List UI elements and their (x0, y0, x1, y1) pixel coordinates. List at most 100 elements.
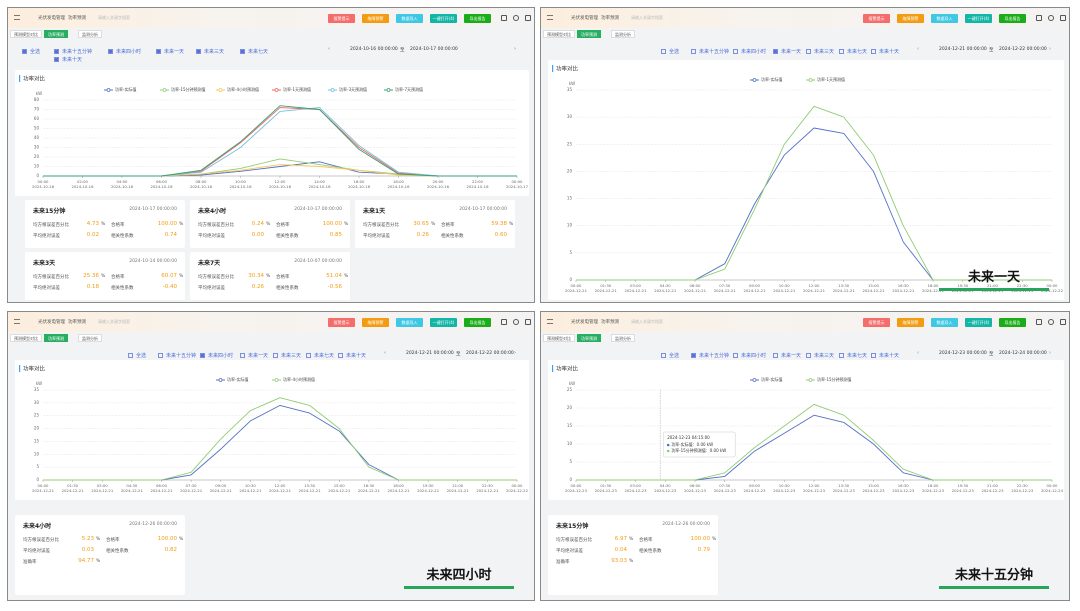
checkbox[interactable] (806, 353, 811, 358)
checkbox[interactable] (273, 353, 278, 358)
date-from[interactable]: 2024-12-21 00:00:00 (406, 351, 454, 356)
date-next[interactable]: › (1049, 46, 1051, 52)
filter-checkbox[interactable]: 未来十天 (871, 48, 899, 55)
date-next[interactable]: › (514, 46, 516, 52)
checkbox[interactable] (871, 353, 876, 358)
date-to[interactable]: 2024-12-24 00:00:00 (999, 351, 1047, 356)
header-icon[interactable] (1060, 15, 1066, 21)
filter-checkbox[interactable]: 未来三天 (196, 48, 224, 55)
date-from[interactable]: 2024-12-23 00:00:00 (939, 351, 987, 356)
date-prev[interactable]: ‹ (328, 46, 330, 52)
filter-checkbox[interactable]: 未来三天 (806, 352, 834, 359)
header-icon[interactable] (1048, 15, 1054, 21)
toolbar-button[interactable]: 一键打开(4) (430, 14, 457, 23)
checkbox[interactable] (22, 49, 27, 54)
filter-checkbox[interactable]: 未来十天 (54, 56, 82, 63)
tab[interactable]: 监测分析 (611, 30, 635, 38)
search-input[interactable]: 请输入关键字搜索 (98, 319, 130, 324)
filter-checkbox[interactable]: 未来十五分钟 (691, 352, 729, 359)
checkbox[interactable] (54, 49, 59, 54)
filter-checkbox[interactable]: 未来三天 (273, 352, 301, 359)
checkbox[interactable] (733, 49, 738, 54)
filter-checkbox[interactable]: 未来十五分钟 (158, 352, 196, 359)
toolbar-button[interactable]: 报警提示 (328, 318, 355, 327)
header-icon[interactable] (501, 319, 507, 325)
tab[interactable]: 监测分析 (78, 334, 102, 342)
header-icon[interactable] (1048, 319, 1054, 325)
menu-icon[interactable] (547, 319, 553, 324)
date-to[interactable]: 2024-12-22 00:00:00 (466, 351, 514, 356)
toolbar-button[interactable]: 导出报告 (999, 318, 1026, 327)
toolbar-button[interactable]: 数据导入 (931, 14, 958, 23)
toolbar-button[interactable]: 故障预警 (362, 318, 389, 327)
checkbox[interactable] (128, 353, 133, 358)
checkbox[interactable] (338, 353, 343, 358)
toolbar-button[interactable]: 报警提示 (863, 14, 890, 23)
checkbox[interactable] (839, 49, 844, 54)
filter-checkbox[interactable]: 未来十天 (338, 352, 366, 359)
filter-checkbox[interactable]: 未来七天 (839, 352, 867, 359)
date-from[interactable]: 2024-12-21 00:00:00 (939, 47, 987, 52)
checkbox[interactable] (200, 353, 205, 358)
toolbar-button[interactable]: 故障预警 (897, 318, 924, 327)
header-icon[interactable] (513, 319, 519, 325)
filter-checkbox[interactable]: 全选 (661, 352, 679, 359)
filter-checkbox[interactable]: 未来三天 (806, 48, 834, 55)
filter-checkbox[interactable]: 未来一天 (156, 48, 184, 55)
tab[interactable]: 预测模型对比 (543, 30, 575, 38)
tab[interactable]: 预测模型对比 (543, 334, 575, 342)
checkbox[interactable] (691, 353, 696, 358)
toolbar-button[interactable]: 报警提示 (863, 318, 890, 327)
date-to[interactable]: 2024-10-17 00:00:00 (410, 47, 458, 52)
toolbar-button[interactable]: 导出报告 (464, 14, 491, 23)
checkbox[interactable] (240, 49, 245, 54)
date-prev[interactable]: ‹ (384, 350, 386, 356)
checkbox[interactable] (773, 353, 778, 358)
checkbox[interactable] (661, 353, 666, 358)
checkbox[interactable] (158, 353, 163, 358)
search-input[interactable]: 请输入关键字搜索 (631, 15, 663, 20)
date-to[interactable]: 2024-12-22 00:00:00 (999, 47, 1047, 52)
filter-checkbox[interactable]: 未来四小时 (200, 352, 233, 359)
checkbox[interactable] (54, 57, 59, 62)
checkbox[interactable] (196, 49, 201, 54)
date-prev[interactable]: ‹ (917, 350, 919, 356)
date-next[interactable]: › (1049, 350, 1051, 356)
checkbox[interactable] (240, 353, 245, 358)
toolbar-button[interactable]: 一键打开(4) (965, 14, 992, 23)
checkbox[interactable] (733, 353, 738, 358)
header-icon[interactable] (525, 319, 531, 325)
tab[interactable]: 预测模型对比 (10, 30, 42, 38)
filter-checkbox[interactable]: 未来一天 (773, 352, 801, 359)
filter-checkbox[interactable]: 未来四小时 (733, 352, 766, 359)
toolbar-button[interactable]: 报警提示 (328, 14, 355, 23)
filter-checkbox[interactable]: 未来七天 (839, 48, 867, 55)
toolbar-button[interactable]: 一键打开(4) (430, 318, 457, 327)
tab[interactable]: 功率预测 (44, 30, 68, 38)
header-icon[interactable] (1036, 319, 1042, 325)
tab[interactable]: 功率预测 (577, 334, 601, 342)
filter-checkbox[interactable]: 未来十天 (871, 352, 899, 359)
tab[interactable]: 监测分析 (611, 334, 635, 342)
filter-checkbox[interactable]: 未来一天 (240, 352, 268, 359)
menu-icon[interactable] (14, 319, 20, 324)
checkbox[interactable] (156, 49, 161, 54)
toolbar-button[interactable]: 故障预警 (362, 14, 389, 23)
toolbar-button[interactable]: 导出报告 (464, 318, 491, 327)
date-prev[interactable]: ‹ (917, 46, 919, 52)
toolbar-button[interactable]: 数据导入 (396, 14, 423, 23)
filter-checkbox[interactable]: 未来一天 (773, 48, 801, 55)
filter-checkbox[interactable]: 全选 (661, 48, 679, 55)
menu-icon[interactable] (14, 15, 20, 20)
checkbox[interactable] (773, 49, 778, 54)
filter-checkbox[interactable]: 未来七天 (306, 352, 334, 359)
checkbox[interactable] (806, 49, 811, 54)
checkbox[interactable] (691, 49, 696, 54)
header-icon[interactable] (1060, 319, 1066, 325)
checkbox[interactable] (108, 49, 113, 54)
filter-checkbox[interactable]: 未来四小时 (108, 48, 141, 55)
toolbar-button[interactable]: 故障预警 (897, 14, 924, 23)
filter-checkbox[interactable]: 全选 (22, 48, 40, 55)
tab[interactable]: 监测分析 (78, 30, 102, 38)
search-input[interactable]: 请输入关键字搜索 (98, 15, 130, 20)
